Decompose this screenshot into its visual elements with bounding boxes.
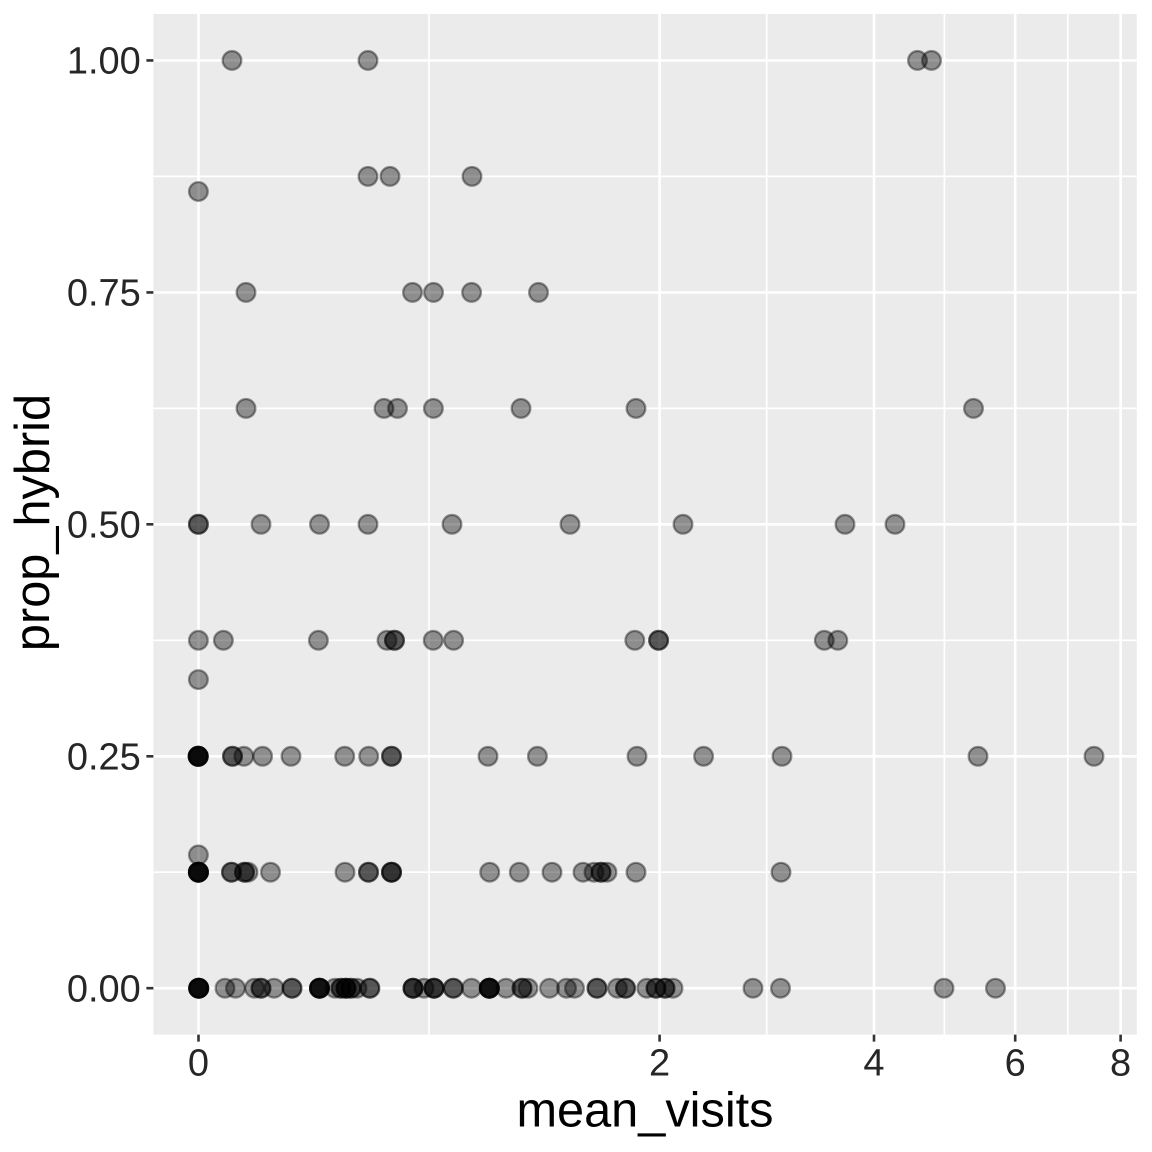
svg-text:0.50: 0.50 (67, 505, 141, 547)
svg-text:1.00: 1.00 (67, 41, 141, 83)
svg-text:6: 6 (1005, 1042, 1026, 1084)
svg-text:8: 8 (1110, 1042, 1131, 1084)
svg-text:2: 2 (649, 1042, 670, 1084)
svg-text:0.75: 0.75 (67, 273, 141, 315)
svg-text:mean_visits: mean_visits (516, 1084, 773, 1138)
svg-text:4: 4 (863, 1042, 884, 1084)
svg-text:0.00: 0.00 (67, 968, 141, 1010)
svg-text:prop_hybrid: prop_hybrid (6, 394, 60, 651)
svg-text:0: 0 (188, 1042, 209, 1084)
svg-text:0.25: 0.25 (67, 737, 141, 779)
